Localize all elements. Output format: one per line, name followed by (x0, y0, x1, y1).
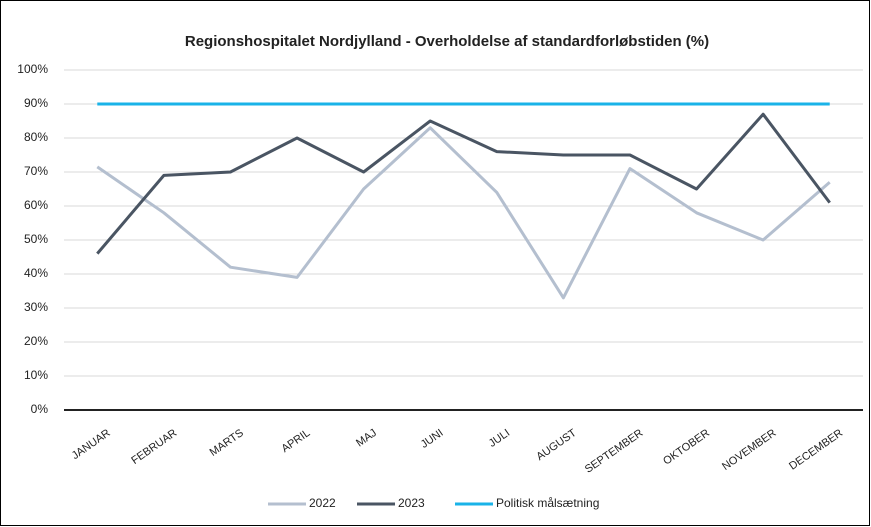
y-tick-label: 0% (31, 402, 49, 416)
y-tick-label: 80% (24, 130, 48, 144)
y-tick-label: 90% (24, 96, 48, 110)
y-tick-label: 70% (24, 164, 48, 178)
series-line (96, 112, 831, 255)
y-tick-label: 100% (17, 62, 48, 76)
y-tick-label: 30% (24, 300, 48, 314)
chart-title: Regionshospitalet Nordjylland - Overhold… (185, 33, 709, 50)
y-tick-label: 10% (24, 368, 48, 382)
y-tick-label: 50% (24, 232, 48, 246)
legend-label: 2022 (309, 496, 336, 510)
series-line (96, 126, 831, 300)
legend-label: Politisk målsætning (496, 496, 599, 510)
legend-label: 2023 (398, 496, 425, 510)
y-tick-label: 60% (24, 198, 48, 212)
y-tick-label: 40% (24, 266, 48, 280)
y-tick-label: 20% (24, 334, 48, 348)
